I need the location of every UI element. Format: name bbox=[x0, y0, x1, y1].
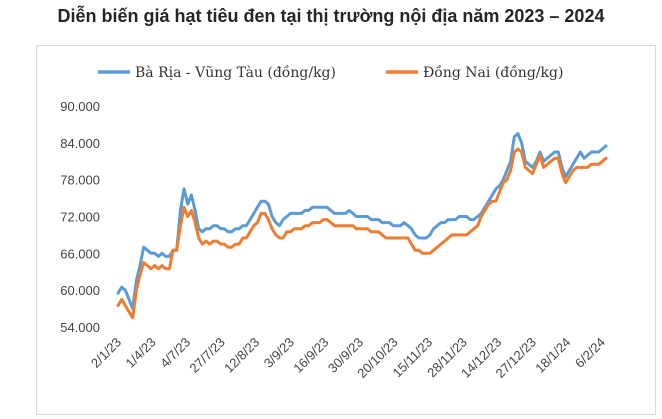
legend: Bà Rịa - Vũng Tàu (đồng/kg) Đồng Nai (đồ… bbox=[98, 64, 563, 81]
y-axis: 54.000 60.000 66.000 72.000 78.000 84.000 90.0… bbox=[60, 99, 100, 335]
y-tick-label: 72.000 bbox=[60, 210, 100, 225]
y-tick-label: 90.000 bbox=[60, 99, 100, 114]
y-tick-label: 78.000 bbox=[60, 173, 100, 188]
chart-panel bbox=[36, 45, 656, 415]
y-tick-label: 84.000 bbox=[60, 136, 100, 151]
y-tick-label: 54.000 bbox=[60, 320, 100, 335]
legend-label-ba-ria-vung-tau: Bà Rịa - Vũng Tàu (đồng/kg) bbox=[135, 64, 336, 81]
chart-title: Diễn biến giá hạt tiêu đen tại thị trườn… bbox=[57, 6, 605, 26]
y-tick-label: 66.000 bbox=[60, 246, 100, 261]
legend-label-dong-nai: Đồng Nai (đồng/kg) bbox=[423, 64, 563, 81]
x-tick-label: 6/2/24 bbox=[572, 335, 608, 371]
series-layer bbox=[116, 132, 608, 320]
x-tick-label: 16/9/23 bbox=[290, 335, 331, 376]
x-tick-label: 18/1/24 bbox=[532, 335, 573, 376]
y-tick-label: 60.000 bbox=[60, 283, 100, 298]
x-axis: 2/1/231/4/234/7/2327/7/2312/8/233/9/2316… bbox=[88, 335, 608, 381]
x-tick-label: 1/4/23 bbox=[123, 335, 159, 371]
series-line-dong-nai bbox=[116, 147, 608, 320]
x-tick-label: 2/1/23 bbox=[88, 335, 124, 371]
x-tick-label: 12/8/23 bbox=[221, 335, 262, 376]
series-line-ba-ria-vung-tau bbox=[116, 132, 608, 311]
x-tick-label: 27/7/23 bbox=[187, 335, 228, 376]
